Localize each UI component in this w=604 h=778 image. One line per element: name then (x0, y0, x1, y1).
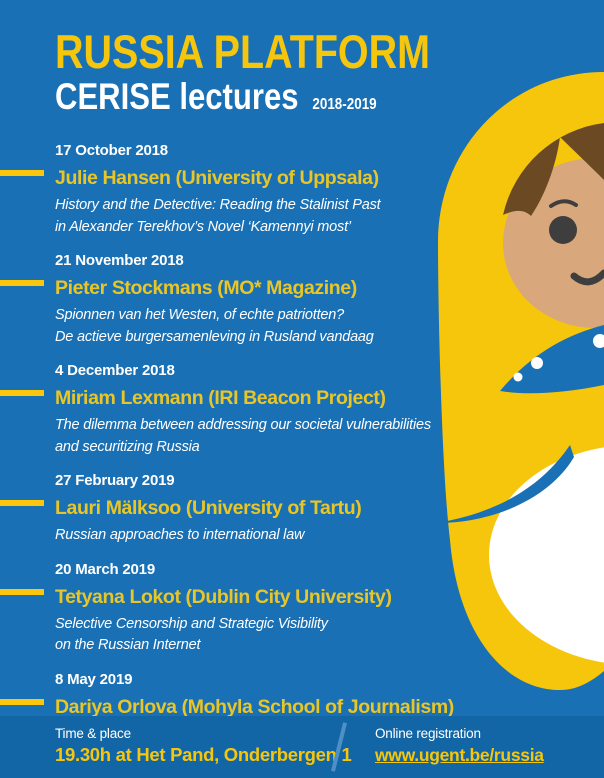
header: RUSSIA PLATFORM CERISE lectures 2018-201… (55, 27, 501, 117)
registration-block: Online registration www.ugent.be/russia (375, 725, 544, 767)
lecture-speaker: Julie Hansen (University of Uppsala) (55, 167, 379, 189)
matryoshka-doll-illustration (437, 72, 604, 690)
footer-bar: Time & place 19.30h at Het Pand, Onderbe… (0, 716, 604, 778)
lecture-topic-line: on the Russian Internet (55, 637, 201, 653)
lecture-speaker: Lauri Mälksoo (University of Tartu) (55, 497, 362, 519)
lecture-date: 21 November 2018 (55, 252, 184, 269)
lecture-speaker: Miriam Lexmann (IRI Beacon Project) (55, 387, 386, 409)
doll-knot-dot (593, 334, 604, 348)
time-place-label: Time & place (55, 726, 131, 741)
lecture-topic-line: Selective Censorship and Strategic Visib… (55, 615, 328, 632)
poster-subtitle: CERISE lectures (55, 76, 299, 118)
registration-link[interactable]: www.ugent.be/russia (375, 745, 544, 765)
lecture-date: 17 October 2018 (55, 142, 168, 159)
years-badge: 2018-2019 (312, 96, 377, 114)
lecture-date: 4 December 2018 (55, 362, 175, 379)
doll-knot-dot (513, 372, 523, 382)
lecture-speaker: Dariya Orlova (Mohyla School of Journali… (55, 695, 454, 718)
lecture-date: 20 March 2019 (55, 560, 155, 578)
lecture-entry: 4 December 2018 Miriam Lexmann (IRI Beac… (0, 361, 470, 458)
lecture-list: 17 October 2018 Julie Hansen (University… (0, 141, 470, 778)
lecture-topic-line: History and the Detective: Reading the S… (55, 197, 381, 213)
doll-eye (549, 216, 577, 244)
doll-eyebrow (549, 199, 578, 208)
lecture-topic-line: De actieve burgersamenleving in Rusland … (55, 328, 374, 345)
lecture-speaker: Tetyana Lokot (Dublin City University) (55, 585, 392, 608)
lecture-topic-line: in Alexander Terekhov’s Novel ‘Kamennyi … (55, 218, 351, 235)
doll-scarf-knot (500, 325, 604, 394)
lecture-date: 8 May 2019 (55, 670, 133, 688)
doll-smile (570, 269, 604, 286)
bullet-dash-icon (0, 280, 44, 286)
time-place-block: Time & place 19.30h at Het Pand, Onderbe… (55, 725, 352, 767)
lecture-topic-line: and securitizing Russia (55, 438, 200, 455)
lecture-topic-line: Russian approaches to international law (55, 527, 305, 543)
lecture-speaker: Pieter Stockmans (MO* Magazine) (55, 277, 357, 299)
bullet-dash-icon (0, 698, 44, 705)
doll-knot-dot (531, 357, 543, 369)
time-place-value: 19.30h at Het Pand, Onderbergen 1 (55, 744, 352, 765)
lecture-entry: 27 February 2019 Lauri Mälksoo (Universi… (0, 471, 470, 547)
doll-hair (503, 123, 604, 216)
bullet-dash-icon (0, 390, 44, 396)
lecture-entry: 20 March 2019 Tetyana Lokot (Dublin City… (0, 560, 470, 657)
bullet-dash-icon (0, 588, 44, 595)
bullet-dash-icon (0, 170, 44, 176)
registration-label: Online registration (375, 726, 481, 741)
poster-title: RUSSIA PLATFORM (55, 25, 431, 78)
lecture-topic-line: Spionnen van het Westen, of echte patrio… (55, 307, 344, 323)
lecture-topic-line: The dilemma between addressing our socie… (55, 417, 431, 433)
lecture-entry: 21 November 2018 Pieter Stockmans (MO* M… (0, 251, 470, 348)
poster-subtitle-row: CERISE lectures 2018-2019 (55, 76, 430, 118)
lecture-entry: 17 October 2018 Julie Hansen (University… (0, 141, 470, 238)
lecture-date: 27 February 2019 (55, 472, 175, 489)
doll-scarf-tail (437, 445, 574, 523)
bullet-dash-icon (0, 500, 44, 506)
